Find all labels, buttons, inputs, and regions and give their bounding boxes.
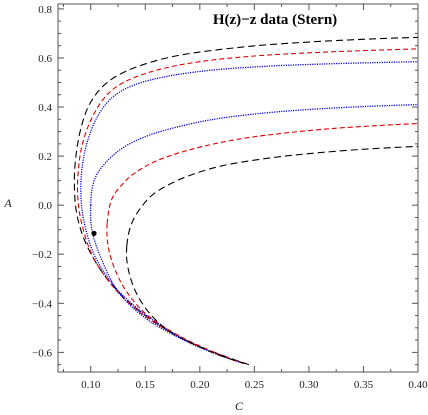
plot-frame-group: [57, 3, 419, 373]
y-tick-label: 0.8: [38, 4, 52, 16]
x-tick-label: 0.25: [245, 379, 265, 391]
contour-line-4-1: [89, 205, 244, 365]
contour-line-6-2: [126, 145, 419, 246]
x-axis-label: C: [235, 399, 244, 413]
y-tick-label: 0.6: [38, 53, 52, 65]
chart-title: H(z)−z data (Stern): [213, 12, 337, 28]
contour-line-2: [76, 48, 419, 364]
y-tick-label: −0.2: [32, 249, 52, 261]
axis-ticks-group: 0.10 0.15 0.20 0.25 0.30 0.35 0.40 −0.6 −0.4 −0.2…: [32, 4, 428, 391]
marker-group: [91, 230, 97, 236]
plot-frame: [57, 3, 419, 373]
contour-line-1: [73, 36, 419, 366]
y-tick-label: 0.4: [38, 102, 52, 114]
x-tick-label: 0.10: [81, 379, 101, 391]
series-group: [73, 36, 419, 366]
y-axis-label: A: [3, 196, 12, 210]
contour-line-4-2: [90, 103, 419, 206]
x-tick-label: 0.30: [299, 379, 319, 391]
y-tick-label: 0.2: [38, 151, 52, 163]
contour-line-5-2: [106, 122, 419, 224]
best-fit-point: [91, 230, 97, 236]
x-tick-label: 0.15: [136, 379, 156, 391]
y-tick-label: 0.0: [38, 200, 52, 212]
x-tick-label: 0.20: [190, 379, 210, 391]
x-tick-label: 0.35: [354, 379, 374, 391]
y-tick-label: −0.6: [32, 347, 52, 359]
contour-line-5-1: [106, 223, 244, 364]
contour-line-6-1: [125, 245, 250, 366]
x-tick-label: 0.40: [408, 379, 428, 391]
y-tick-label: −0.4: [32, 298, 52, 310]
